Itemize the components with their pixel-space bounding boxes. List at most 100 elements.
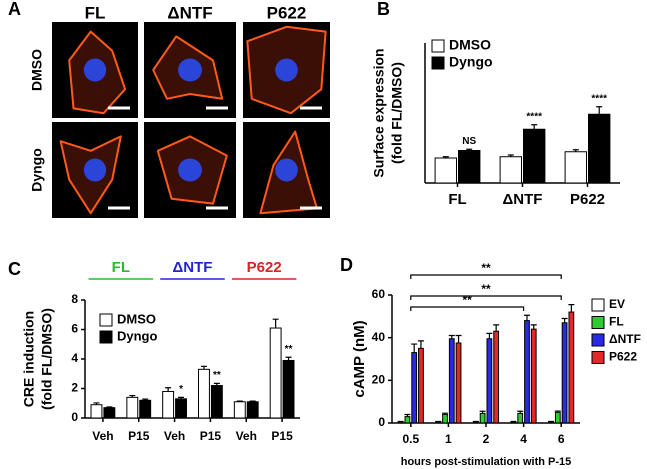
- bar: [588, 113, 611, 184]
- legend-swatch: [591, 333, 605, 347]
- y-tick-label: 6: [71, 322, 78, 336]
- bar: [269, 327, 282, 419]
- bar: [458, 150, 481, 184]
- legend-label: Dyngo: [449, 54, 493, 70]
- significance-bracket: [410, 295, 562, 300]
- error-bar: [213, 382, 220, 386]
- group-label: ΔNTF: [173, 259, 213, 276]
- significance-bracket: [410, 274, 562, 279]
- legend-label: Dyngo: [117, 328, 158, 343]
- error-bar: [404, 413, 411, 417]
- significance-label: **: [463, 293, 473, 307]
- y-tick-label: 20: [372, 373, 386, 387]
- bar: [246, 401, 259, 419]
- bar: [530, 328, 537, 424]
- bar: [418, 347, 424, 424]
- significance-label: **: [481, 282, 491, 296]
- y-axis-label: (fold FL/DMSO): [389, 62, 405, 164]
- row-label: DMSO: [29, 49, 45, 91]
- legend-swatch: [431, 56, 445, 70]
- legend-swatch: [431, 39, 445, 53]
- significance-label: NS: [462, 136, 476, 147]
- error-bar: [530, 324, 537, 330]
- error-bar: [466, 148, 473, 151]
- bar: [568, 311, 575, 424]
- cell-nucleus: [275, 158, 298, 182]
- legend-swatch: [591, 298, 605, 312]
- bar: [139, 399, 152, 419]
- cell-nucleus: [178, 158, 202, 182]
- bar: [162, 390, 175, 419]
- x-tick-label: 0.5: [402, 432, 419, 446]
- bar: [282, 359, 295, 419]
- y-axis-label: cAMP (nM): [351, 320, 368, 397]
- column-label: FL: [85, 3, 106, 22]
- x-axis-label: hours post-stimulation with P-15: [401, 456, 572, 468]
- error-bar: [142, 398, 149, 401]
- panel-label: A: [8, 0, 21, 19]
- legend-swatch: [99, 330, 113, 344]
- legend-swatch: [591, 316, 605, 329]
- significance-label: *: [179, 384, 183, 395]
- error-bar: [448, 334, 455, 339]
- bar: [210, 385, 223, 419]
- x-tick-label: 1: [445, 432, 452, 446]
- error-bar: [178, 396, 185, 399]
- x-tick-label: P15: [271, 429, 293, 443]
- group-label: P622: [247, 259, 282, 276]
- panel-label: D: [340, 255, 353, 275]
- y-tick-label: 0: [378, 415, 385, 429]
- x-tick-label: 2: [483, 432, 490, 446]
- bar: [404, 416, 411, 424]
- x-tick-label: ΔNTF: [503, 191, 543, 208]
- bar: [564, 151, 587, 184]
- cell-nucleus: [83, 58, 107, 82]
- error-bar: [479, 410, 486, 414]
- column-label: ΔNTF: [167, 3, 212, 22]
- error-bar: [129, 394, 136, 398]
- legend-label: DMSO: [449, 37, 491, 53]
- group-label: FL: [112, 259, 130, 276]
- error-bar: [236, 400, 243, 402]
- x-tick-label: P15: [128, 429, 150, 443]
- y-tick-label: 4: [71, 351, 78, 365]
- cell-nucleus: [83, 158, 107, 182]
- legend-swatch: [591, 351, 605, 364]
- bar: [411, 352, 418, 424]
- error-bar: [165, 387, 172, 392]
- error-bar: [93, 402, 100, 405]
- error-bar: [411, 343, 418, 353]
- error-bar: [561, 317, 568, 323]
- y-tick-label: 2: [71, 381, 78, 395]
- x-tick-label: P15: [200, 429, 222, 443]
- x-tick-label: 4: [520, 432, 527, 446]
- error-bar: [442, 156, 449, 158]
- error-bar: [493, 324, 500, 332]
- error-bar: [517, 410, 524, 414]
- bar: [455, 342, 462, 424]
- error-bar: [417, 340, 424, 349]
- panel-label: C: [8, 259, 21, 279]
- x-tick-label: Veh: [236, 429, 257, 443]
- y-axis-label: CRE induction: [21, 311, 37, 407]
- y-axis-label: Surface expression: [371, 48, 387, 177]
- error-bar: [249, 400, 256, 402]
- bar: [524, 320, 530, 424]
- column-label: P622: [267, 3, 307, 22]
- error-bar: [106, 406, 113, 408]
- error-bar: [455, 334, 462, 343]
- bar: [561, 322, 568, 424]
- bar: [175, 398, 187, 419]
- bar: [233, 401, 246, 419]
- error-bar: [285, 356, 292, 361]
- bar: [554, 411, 561, 424]
- panel-label: B: [377, 0, 390, 19]
- y-tick-label: 60: [372, 287, 386, 301]
- bar: [486, 338, 493, 424]
- legend-label: DMSO: [117, 311, 156, 326]
- bar: [90, 404, 103, 419]
- x-tick-label: 6: [558, 432, 565, 446]
- error-bar: [554, 410, 561, 413]
- x-tick-label: Veh: [92, 429, 113, 443]
